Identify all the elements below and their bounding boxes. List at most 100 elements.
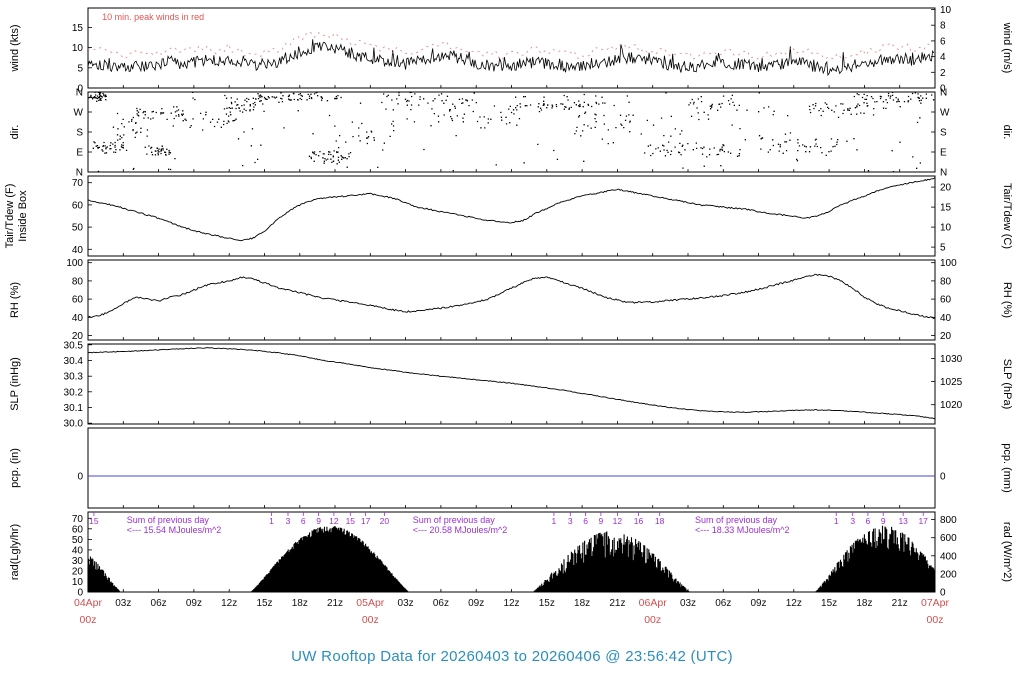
svg-text:1: 1 [269,516,274,526]
svg-text:15: 15 [940,203,952,214]
svg-text:07Apr: 07Apr [921,597,950,609]
svg-text:00z: 00z [80,614,97,626]
svg-text:0: 0 [77,588,83,599]
svg-text:30.2: 30.2 [64,387,84,398]
svg-text:00z: 00z [927,614,944,626]
svg-text:30.0: 30.0 [64,419,84,430]
svg-text:Inside Box: Inside Box [17,190,29,242]
svg-text:03z: 03z [680,598,696,609]
svg-text:40: 40 [72,545,84,556]
svg-text:N: N [76,168,83,179]
svg-text:03z: 03z [398,598,414,609]
svg-text:SLP (hPa): SLP (hPa) [1001,359,1013,410]
svg-text:30: 30 [72,556,84,567]
svg-text:30.3: 30.3 [64,372,84,383]
svg-text:03z: 03z [115,598,131,609]
svg-text:12: 12 [613,516,623,526]
svg-text:0: 0 [77,472,83,483]
svg-text:17: 17 [918,516,928,526]
svg-text:15z: 15z [821,598,837,609]
svg-text:40: 40 [72,245,84,256]
svg-text:N: N [940,88,947,99]
svg-text:40: 40 [72,313,84,324]
svg-text:70: 70 [72,514,84,525]
svg-text:Sum of previous day: Sum of previous day [127,515,210,525]
svg-text:S: S [76,128,83,139]
svg-text:50: 50 [72,223,84,234]
svg-text:05Apr: 05Apr [356,597,385,609]
svg-text:9: 9 [881,516,886,526]
svg-text:400: 400 [940,551,957,562]
svg-text:18: 18 [655,516,665,526]
svg-text:6: 6 [940,36,946,47]
svg-text:09z: 09z [186,598,202,609]
svg-text:E: E [76,148,83,159]
svg-text:1: 1 [552,516,557,526]
svg-text:13: 13 [898,516,908,526]
svg-text:9: 9 [316,516,321,526]
svg-text:1: 1 [834,516,839,526]
svg-text:9: 9 [599,516,604,526]
svg-text:Tair/Tdew (C): Tair/Tdew (C) [1001,183,1013,249]
svg-text:30.4: 30.4 [64,356,84,367]
svg-text:70: 70 [72,178,84,189]
svg-text:0: 0 [940,84,946,95]
svg-text:600: 600 [940,533,957,544]
svg-text:20: 20 [72,566,84,577]
svg-text:1030: 1030 [940,354,963,365]
svg-text:16: 16 [634,516,644,526]
svg-text:06z: 06z [151,598,167,609]
svg-text:N: N [940,168,947,179]
svg-text:3: 3 [286,516,291,526]
svg-text:4: 4 [940,52,946,63]
svg-text:Tair/Tdew (F): Tair/Tdew (F) [4,184,16,249]
svg-text:60: 60 [72,524,84,535]
svg-text:20: 20 [940,331,952,342]
svg-text:RH (%): RH (%) [9,282,21,318]
svg-text:100: 100 [66,258,83,269]
svg-text:0: 0 [940,588,946,599]
svg-text:W: W [74,108,84,119]
svg-text:W: W [940,108,950,119]
svg-text:8: 8 [940,21,946,32]
meteogram-chart: 0 5 10 15 0 2 4 6 8 10 wind (kts) wind (m/s) 10 min.… [4,5,1013,626]
svg-text:2: 2 [940,68,946,79]
svg-text:rad(Lgly/hr): rad(Lgly/hr) [9,524,21,580]
svg-text:dir.: dir. [9,125,21,140]
svg-text:12: 12 [329,516,339,526]
svg-text:E: E [940,148,947,159]
svg-text:04Apr: 04Apr [74,597,103,609]
svg-text:dir.: dir. [1001,125,1013,140]
svg-text:50: 50 [72,535,84,546]
svg-text:0: 0 [940,472,946,483]
svg-text:1025: 1025 [940,377,963,388]
svg-text:<--- 20.58 MJoules/m^2: <--- 20.58 MJoules/m^2 [413,525,508,535]
svg-text:<--- 15.54 MJoules/m^2: <--- 15.54 MJoules/m^2 [127,525,222,535]
svg-text:800: 800 [940,515,957,526]
svg-text:200: 200 [940,569,957,580]
svg-text:1020: 1020 [940,400,963,411]
svg-text:00z: 00z [362,614,379,626]
svg-text:pcp. (in): pcp. (in) [9,448,21,488]
svg-text:06z: 06z [715,598,731,609]
svg-text:17: 17 [361,516,371,526]
svg-text:10: 10 [72,577,84,588]
svg-text:6: 6 [866,516,871,526]
svg-text:15: 15 [89,516,99,526]
svg-text:20: 20 [72,331,84,342]
svg-text:06Apr: 06Apr [639,597,668,609]
svg-text:wind (m/s): wind (m/s) [1001,22,1013,74]
svg-text:wind (kts): wind (kts) [9,24,21,72]
svg-text:00z: 00z [644,614,661,626]
svg-text:12z: 12z [786,598,802,609]
svg-text:60: 60 [940,295,952,306]
svg-text:<--- 18.33 MJoules/m^2: <--- 18.33 MJoules/m^2 [695,525,790,535]
svg-text:pcp. (mm): pcp. (mm) [1001,443,1013,493]
svg-text:21z: 21z [609,598,625,609]
svg-text:18z: 18z [574,598,590,609]
svg-text:5: 5 [77,63,83,74]
svg-text:21z: 21z [892,598,908,609]
svg-text:5: 5 [940,243,946,254]
svg-text:10: 10 [940,223,952,234]
svg-text:3: 3 [850,516,855,526]
